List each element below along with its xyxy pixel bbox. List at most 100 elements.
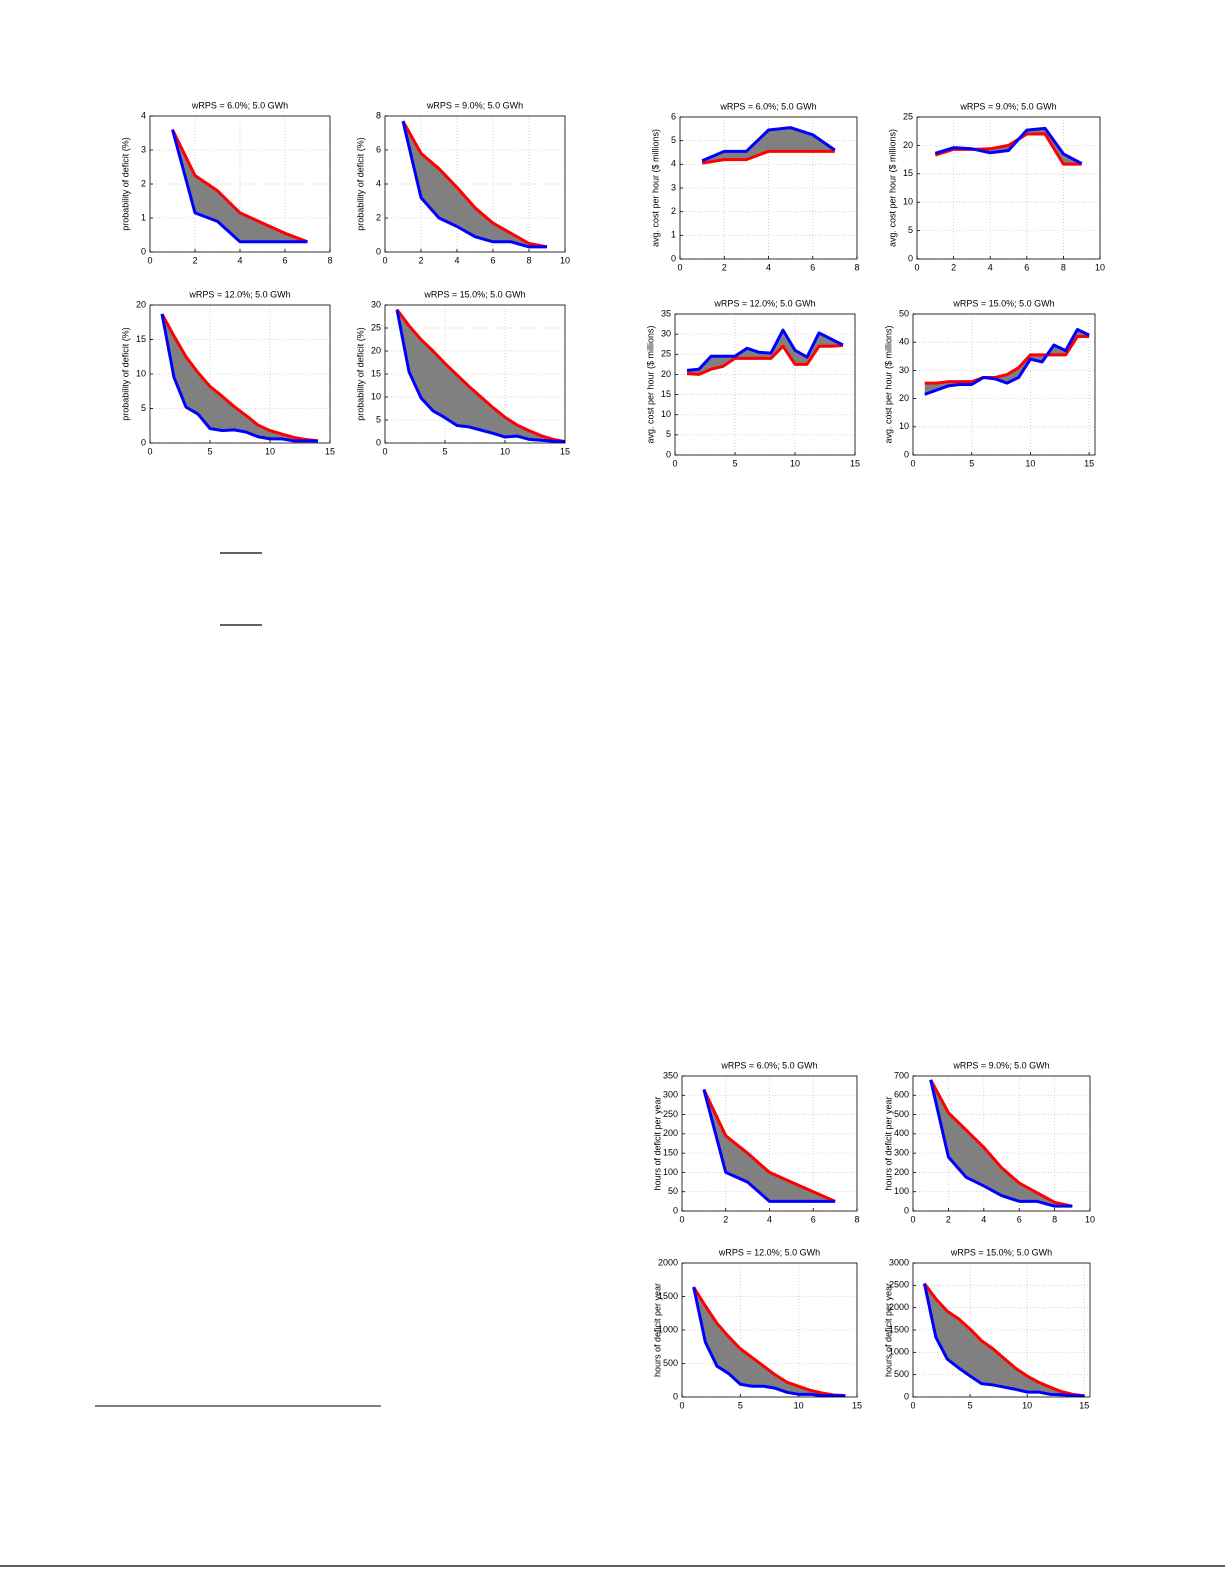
y-tick-label: 0 bbox=[376, 437, 381, 447]
y-tick-label: 0 bbox=[671, 253, 676, 263]
chart: 0 2 4 6 8 0 50 100 150 200 250 300 350 wRPS = 6.0%; 5… bbox=[652, 1060, 859, 1224]
y-tick-label: 0 bbox=[141, 246, 146, 256]
y-tick-label: 10 bbox=[899, 421, 909, 431]
x-tick-label: 8 bbox=[327, 255, 332, 265]
series-line bbox=[934, 126, 1083, 165]
x-tick-label: 5 bbox=[207, 446, 212, 456]
y-axis-label: avg. cost per hour ($ millions) bbox=[650, 129, 660, 247]
shaded-region bbox=[172, 129, 308, 242]
x-tick-label: 0 bbox=[679, 1400, 684, 1410]
x-tick-label: 4 bbox=[767, 1214, 772, 1224]
x-tick-label: 6 bbox=[1017, 1214, 1022, 1224]
y-tick-label: 30 bbox=[899, 365, 909, 375]
x-tick-label: 5 bbox=[738, 1400, 743, 1410]
y-tick-label: 0 bbox=[666, 449, 671, 459]
y-tick-label: 15 bbox=[661, 389, 671, 399]
y-tick-label: 0 bbox=[904, 1391, 909, 1401]
x-tick-label: 8 bbox=[854, 262, 859, 272]
series-line bbox=[702, 1089, 836, 1203]
x-tick-label: 2 bbox=[722, 262, 727, 272]
y-tick-label: 700 bbox=[894, 1070, 909, 1080]
chart: 0 2 4 6 8 10 0 5 10 15 20 25 wRPS = 9.0%; 5.0 GWh avg… bbox=[887, 101, 1105, 272]
axes-frame bbox=[674, 313, 856, 456]
y-tick-label: 15 bbox=[136, 334, 146, 344]
x-tick-label: 2 bbox=[418, 255, 423, 265]
x-tick-label: 0 bbox=[914, 262, 919, 272]
chart: 0 2 4 6 8 10 0 2 4 6 8 wRPS = 9.0%; 5.0 GWh probabil… bbox=[355, 100, 570, 265]
y-tick-label: 50 bbox=[899, 308, 909, 318]
y-tick-label: 600 bbox=[894, 1090, 909, 1100]
series-line bbox=[171, 128, 309, 244]
x-tick-label: 2 bbox=[192, 255, 197, 265]
x-tick-label: 6 bbox=[282, 255, 287, 265]
y-tick-label: 30 bbox=[371, 299, 381, 309]
chart-title: wRPS = 15.0%; 5.0 GWh bbox=[950, 1247, 1052, 1257]
y-axis-label: avg. cost per hour ($ millions) bbox=[883, 325, 893, 443]
y-tick-label: 350 bbox=[663, 1070, 678, 1080]
y-tick-label: 300 bbox=[894, 1148, 909, 1158]
y-tick-label: 100 bbox=[663, 1167, 678, 1177]
x-tick-label: 10 bbox=[1025, 458, 1035, 468]
y-tick-label: 2 bbox=[376, 212, 381, 222]
x-tick-label: 0 bbox=[382, 255, 387, 265]
series-line bbox=[702, 1088, 836, 1203]
y-tick-label: 10 bbox=[903, 197, 913, 207]
shaded-region bbox=[693, 1287, 846, 1396]
shaded-region bbox=[162, 313, 318, 441]
y-tick-label: 1500 bbox=[889, 1324, 909, 1334]
y-tick-label: 50 bbox=[668, 1186, 678, 1196]
y-tick-label: 10 bbox=[136, 368, 146, 378]
chart-title: wRPS = 9.0%; 5.0 GWh bbox=[426, 100, 523, 110]
x-tick-label: 6 bbox=[1024, 262, 1029, 272]
axes-frame bbox=[384, 115, 566, 253]
y-tick-label: 400 bbox=[894, 1128, 909, 1138]
y-tick-label: 0 bbox=[376, 246, 381, 256]
y-tick-label: 3 bbox=[141, 144, 146, 154]
x-tick-label: 10 bbox=[560, 255, 570, 265]
x-tick-label: 8 bbox=[1052, 1214, 1057, 1224]
y-tick-label: 1 bbox=[671, 230, 676, 240]
y-tick-label: 4 bbox=[376, 178, 381, 188]
series-line bbox=[686, 343, 844, 376]
y-tick-label: 2500 bbox=[889, 1280, 909, 1290]
y-tick-label: 0 bbox=[908, 253, 913, 263]
shaded-region bbox=[930, 1079, 1073, 1207]
y-tick-label: 4 bbox=[671, 159, 676, 169]
chart: 0 5 10 15 0 500 1000 1500 2000 wRPS = 12.0%; 5.0 … bbox=[652, 1247, 862, 1410]
chart-title: wRPS = 12.0%; 5.0 GWh bbox=[188, 289, 290, 299]
axes-frame bbox=[149, 115, 331, 253]
x-tick-label: 15 bbox=[325, 446, 335, 456]
x-tick-label: 6 bbox=[811, 1214, 816, 1224]
x-tick-label: 2 bbox=[951, 262, 956, 272]
y-tick-label: 3000 bbox=[889, 1257, 909, 1267]
x-tick-label: 5 bbox=[969, 458, 974, 468]
chart-title: wRPS = 6.0%; 5.0 GWh bbox=[191, 100, 288, 110]
shaded-region bbox=[403, 121, 547, 247]
y-tick-label: 1 bbox=[141, 212, 146, 222]
chart: 0 5 10 15 0 500 1000 1500 2000 2500 3000 wRPS = 15.… bbox=[883, 1247, 1091, 1410]
x-tick-label: 0 bbox=[147, 255, 152, 265]
y-tick-label: 20 bbox=[136, 299, 146, 309]
x-tick-label: 10 bbox=[790, 458, 800, 468]
x-tick-label: 10 bbox=[794, 1400, 804, 1410]
y-axis-label: hours of deficit per year bbox=[652, 1096, 662, 1190]
y-tick-label: 5 bbox=[141, 403, 146, 413]
x-tick-label: 0 bbox=[679, 1214, 684, 1224]
y-tick-label: 200 bbox=[894, 1167, 909, 1177]
x-tick-label: 10 bbox=[1095, 262, 1105, 272]
x-tick-label: 15 bbox=[1084, 458, 1094, 468]
axes-frame bbox=[149, 304, 331, 444]
axes-frame bbox=[916, 116, 1101, 260]
y-tick-label: 0 bbox=[904, 449, 909, 459]
x-tick-label: 0 bbox=[147, 446, 152, 456]
y-tick-label: 100 bbox=[894, 1186, 909, 1196]
x-tick-label: 5 bbox=[968, 1400, 973, 1410]
chart-title: wRPS = 9.0%; 5.0 GWh bbox=[952, 1060, 1049, 1070]
y-tick-label: 4 bbox=[141, 110, 146, 120]
shaded-region bbox=[702, 127, 835, 164]
y-tick-label: 6 bbox=[671, 111, 676, 121]
x-tick-label: 4 bbox=[988, 262, 993, 272]
series-line bbox=[160, 313, 319, 443]
x-tick-label: 10 bbox=[500, 446, 510, 456]
